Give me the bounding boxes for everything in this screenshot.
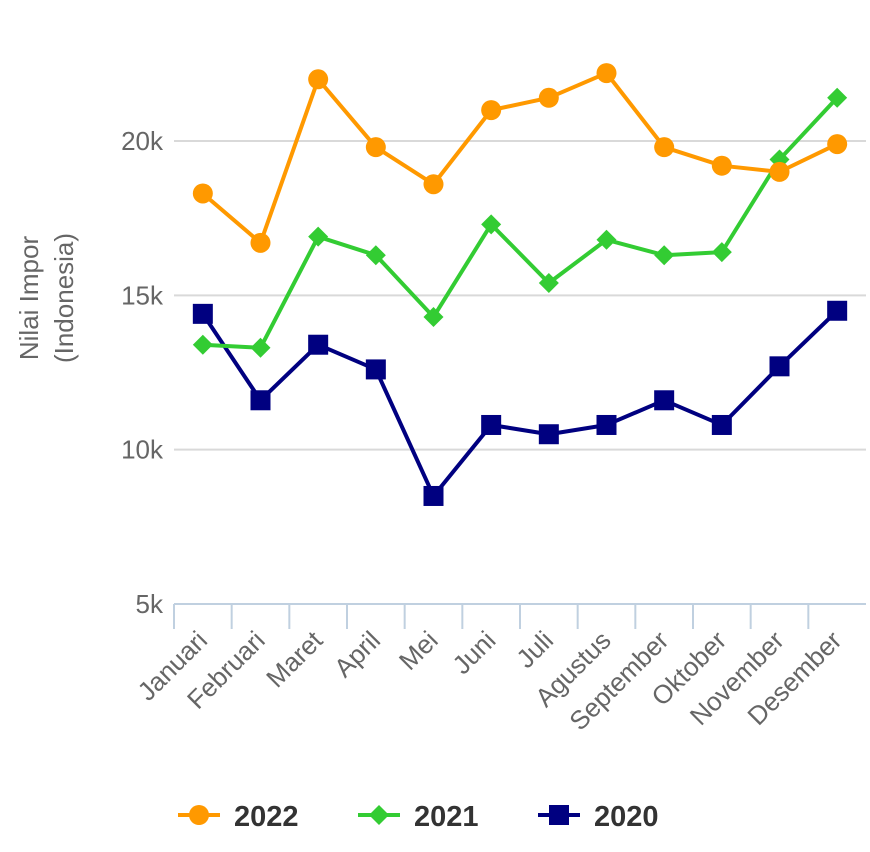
legend: 2022 2021 2020 [178, 801, 659, 833]
x-tick-label: Maret [260, 624, 329, 693]
data-point-2022 [711, 155, 732, 176]
data-point-2020 [596, 414, 617, 435]
series-group [192, 63, 848, 506]
x-tick-label: Juli [510, 625, 559, 674]
data-point-2020 [423, 485, 444, 506]
data-point-2020 [654, 390, 675, 411]
y-tick-label: 20k [121, 126, 164, 156]
data-point-2022 [481, 100, 502, 121]
data-point-2021 [481, 214, 502, 235]
data-point-2020 [481, 414, 502, 435]
legend-square-icon [549, 805, 569, 825]
data-point-2022 [769, 161, 790, 182]
data-point-2021 [827, 87, 848, 108]
data-point-2020 [250, 390, 271, 411]
series-line-2020 [201, 309, 839, 498]
x-tick-label: Mei [393, 625, 444, 676]
y-tick-label: 15k [121, 280, 164, 310]
y-axis-title: Nilai Impor (Indonesia) [14, 233, 79, 363]
data-point-2022 [423, 174, 444, 195]
series-line-2021 [202, 96, 839, 350]
x-tick-label: April [328, 625, 386, 683]
y-tick-label: 5k [136, 589, 164, 619]
data-point-2022 [250, 232, 271, 253]
legend-label: 2021 [414, 801, 479, 833]
data-point-2020 [192, 303, 213, 324]
x-tick-label: Juni [446, 625, 501, 680]
data-point-2020 [308, 334, 329, 355]
data-point-2020 [538, 424, 559, 445]
y-axis-ticks: 5k 10k 15k 20k [121, 126, 164, 619]
data-point-2022 [192, 183, 213, 204]
data-point-2020 [827, 300, 848, 321]
y-axis-title-line-1: Nilai Impor [14, 236, 44, 361]
legend-item-2020[interactable]: 2020 [538, 801, 659, 833]
data-point-2020 [365, 359, 386, 380]
series-2022 [192, 63, 848, 253]
data-point-2021 [596, 229, 617, 250]
data-point-2021 [423, 306, 444, 327]
y-axis-title-line-2: (Indonesia) [49, 233, 79, 363]
legend-circle-icon [189, 805, 209, 825]
legend-item-2021[interactable]: 2021 [358, 801, 479, 833]
data-point-2021 [308, 226, 329, 247]
data-point-2021 [538, 272, 559, 293]
legend-item-2022[interactable]: 2022 [178, 801, 299, 833]
data-point-2022 [308, 69, 329, 90]
data-point-2020 [711, 414, 732, 435]
data-point-2022 [365, 137, 386, 158]
series-2021 [192, 87, 848, 358]
data-point-2022 [827, 134, 848, 155]
y-tick-label: 10k [121, 435, 164, 465]
data-point-2020 [769, 356, 790, 377]
legend-label: 2020 [594, 801, 659, 833]
data-point-2021 [654, 245, 675, 266]
data-point-2021 [365, 245, 386, 266]
data-point-2022 [654, 137, 675, 158]
data-point-2021 [250, 337, 271, 358]
data-point-2022 [596, 63, 617, 84]
data-point-2021 [711, 242, 732, 263]
data-point-2022 [538, 87, 559, 108]
data-point-2021 [192, 334, 213, 355]
series-2020 [192, 300, 848, 506]
legend-diamond-icon [369, 805, 389, 825]
legend-label: 2022 [234, 801, 299, 833]
